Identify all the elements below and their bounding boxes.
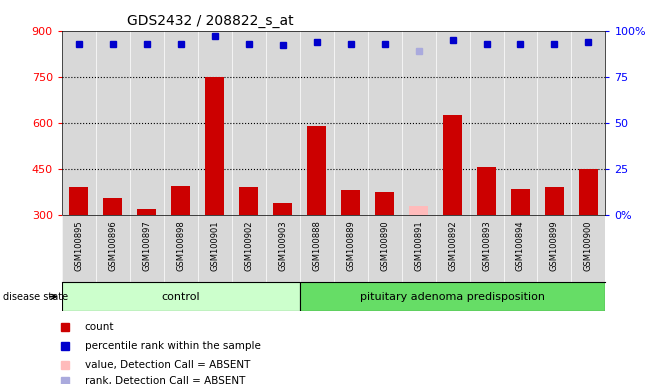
Bar [375,192,394,215]
Text: GSM100891: GSM100891 [414,220,423,271]
Text: value, Detection Call = ABSENT: value, Detection Call = ABSENT [85,360,250,370]
Bar [579,169,598,215]
Text: GSM100892: GSM100892 [448,220,457,271]
Bar [299,282,605,311]
Text: control: control [161,291,200,302]
Text: GSM100901: GSM100901 [210,220,219,271]
Text: pituitary adenoma predisposition: pituitary adenoma predisposition [360,291,545,302]
Text: rank, Detection Call = ABSENT: rank, Detection Call = ABSENT [85,376,245,384]
Bar [240,187,258,215]
Text: GSM100900: GSM100900 [584,220,593,271]
Text: disease state: disease state [3,291,68,302]
Text: GDS2432 / 208822_s_at: GDS2432 / 208822_s_at [127,14,294,28]
Text: GSM100888: GSM100888 [312,220,321,271]
Text: GSM100889: GSM100889 [346,220,355,271]
Text: GSM100897: GSM100897 [143,220,151,271]
Bar [477,167,496,215]
Bar [104,198,122,215]
Bar [137,209,156,215]
Bar [307,126,326,215]
Text: GSM100895: GSM100895 [74,220,83,271]
Bar [443,115,462,215]
Text: count: count [85,322,114,332]
Bar [205,77,224,215]
Bar [409,206,428,215]
Bar [341,190,360,215]
Text: GSM100898: GSM100898 [176,220,186,271]
Text: GSM100890: GSM100890 [380,220,389,271]
Bar [171,186,190,215]
Bar [511,189,530,215]
Bar [545,187,564,215]
Bar [273,203,292,215]
Text: GSM100894: GSM100894 [516,220,525,271]
Text: GSM100899: GSM100899 [550,220,559,271]
Text: GSM100893: GSM100893 [482,220,491,271]
Text: GSM100896: GSM100896 [108,220,117,271]
Text: GSM100903: GSM100903 [278,220,287,271]
Bar [62,282,299,311]
Text: percentile rank within the sample: percentile rank within the sample [85,341,260,351]
Text: GSM100902: GSM100902 [244,220,253,271]
Bar [70,187,88,215]
